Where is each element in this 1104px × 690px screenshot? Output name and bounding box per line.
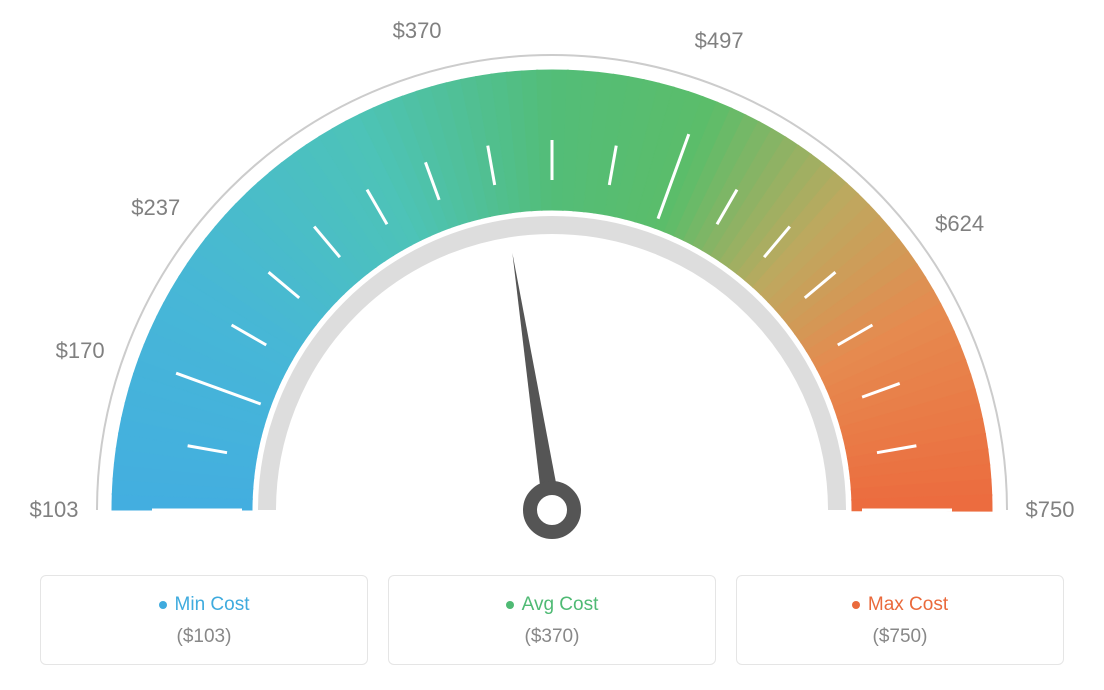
legend-max-value: ($750): [747, 626, 1053, 648]
legend-avg-value: ($370): [399, 626, 705, 648]
legend-min-cost: Min Cost ($103): [40, 575, 368, 665]
legend-max-label: Max Cost: [852, 594, 948, 616]
legend-min-text: Min Cost: [175, 594, 250, 616]
gauge-chart: $103 $170 $237 $370 $497 $624 $750: [0, 0, 1104, 570]
legend-min-label: Min Cost: [159, 594, 250, 616]
legend-dot-max: [852, 601, 860, 609]
legend-avg-label: Avg Cost: [506, 594, 599, 616]
legend-container: Min Cost ($103) Avg Cost ($370) Max Cost…: [40, 575, 1064, 665]
gauge-svg: [0, 0, 1104, 570]
gauge-tick-label: $497: [695, 28, 744, 54]
legend-dot-avg: [506, 601, 514, 609]
gauge-tick-label: $750: [1026, 497, 1075, 523]
gauge-tick-label: $237: [131, 195, 180, 221]
gauge-tick-label: $103: [30, 497, 79, 523]
legend-avg-text: Avg Cost: [522, 594, 599, 616]
legend-max-cost: Max Cost ($750): [736, 575, 1064, 665]
gauge-tick-label: $370: [393, 18, 442, 44]
legend-avg-cost: Avg Cost ($370): [388, 575, 716, 665]
legend-min-value: ($103): [51, 626, 357, 648]
legend-dot-min: [159, 601, 167, 609]
gauge-tick-label: $170: [56, 338, 105, 364]
gauge-tick-label: $624: [935, 211, 984, 237]
legend-max-text: Max Cost: [868, 594, 948, 616]
